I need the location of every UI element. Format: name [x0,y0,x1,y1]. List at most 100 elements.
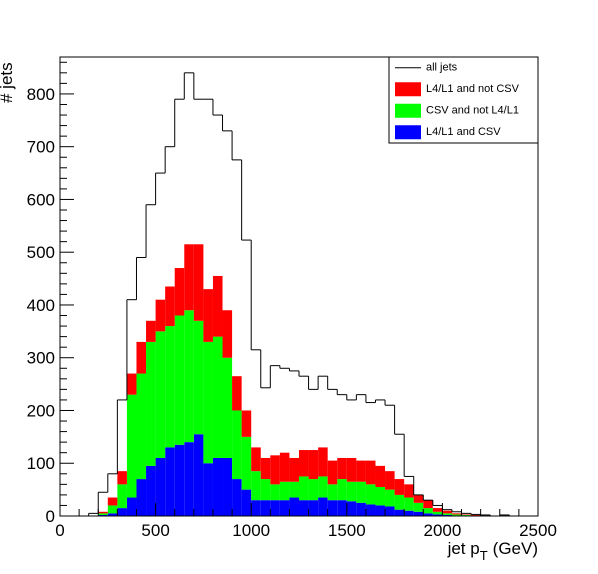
bar [241,436,252,490]
bar [346,481,357,502]
bar [442,510,452,514]
bar [155,331,166,458]
bar [413,494,424,503]
x-tick-label: 0 [55,521,64,540]
bar [299,450,309,477]
bar [222,310,233,358]
bar [432,514,443,516]
bar [126,497,137,516]
bar [318,447,328,477]
bar [346,457,357,482]
bar [308,479,319,501]
bar [155,299,166,332]
bar [136,373,147,480]
bar [279,481,290,501]
bar [107,497,118,506]
bar [117,508,127,516]
bar [174,444,185,516]
bar [356,502,366,516]
bar [251,500,261,516]
legend-label: all jets [426,62,458,74]
y-tick-label: 500 [27,243,55,262]
bar [117,484,127,509]
bar [442,513,452,515]
plot-area [60,72,538,517]
bar [212,275,223,337]
bar [126,373,137,395]
bar [432,508,443,512]
bar [385,489,395,507]
x-tick-label: 2000 [423,521,461,540]
bar [107,513,118,516]
bar [471,514,481,516]
bar [365,504,376,516]
bar [299,500,309,516]
y-tick-label: 200 [27,401,55,420]
bar [385,471,395,490]
bar [337,500,347,516]
bar [423,500,433,509]
bar [270,500,280,516]
bar [184,244,194,311]
bar [136,479,147,516]
bar [222,457,233,516]
x-axis-label-sub: T [480,548,488,563]
legend-swatch [395,103,421,118]
bar [385,506,395,516]
bar [232,479,242,516]
frame [59,56,539,517]
bar [203,341,213,464]
bar [136,341,147,374]
bar [232,376,242,411]
y-tick-label: 800 [27,85,55,104]
bar [165,286,175,327]
x-tick-label: 500 [141,521,169,540]
bar [356,481,366,503]
bar [375,505,386,516]
bar [308,450,319,480]
x-tick-label: 2500 [519,521,557,540]
bar [461,514,472,516]
bar [232,410,242,480]
bar [394,494,405,510]
x-tick-label: 1000 [232,521,270,540]
x-axis-label-unit: (GeV) [493,539,538,558]
bar [327,484,338,501]
bar [394,479,405,495]
bar [337,479,347,501]
bar [289,481,299,498]
bar [241,489,252,516]
bar [98,514,108,516]
legend-label: L4/L1 and not CSV [426,83,520,95]
bar [365,484,376,505]
bar [165,326,175,448]
bar [375,465,386,487]
bar [212,457,223,516]
bar [270,455,280,485]
bar [289,497,299,516]
x-tick-label: 1500 [328,521,366,540]
bar [98,511,108,514]
bar [222,357,233,458]
bar [299,476,309,501]
bar [404,497,414,511]
bar [203,463,213,516]
bar [404,510,414,516]
bar [404,484,414,498]
bar [356,460,366,482]
bar [423,508,433,514]
y-axis-label: # jets [0,62,16,103]
y-tick-label: 100 [27,454,55,473]
bar [327,460,338,485]
legend-swatch [395,125,421,140]
bar [337,457,347,480]
bar [279,452,290,482]
bar [461,514,472,515]
bar [260,500,271,516]
bar [270,484,280,501]
x-axis-label: jet pT (GeV) [447,539,538,563]
bar [184,442,194,516]
bar [451,514,462,516]
bar [165,447,175,516]
